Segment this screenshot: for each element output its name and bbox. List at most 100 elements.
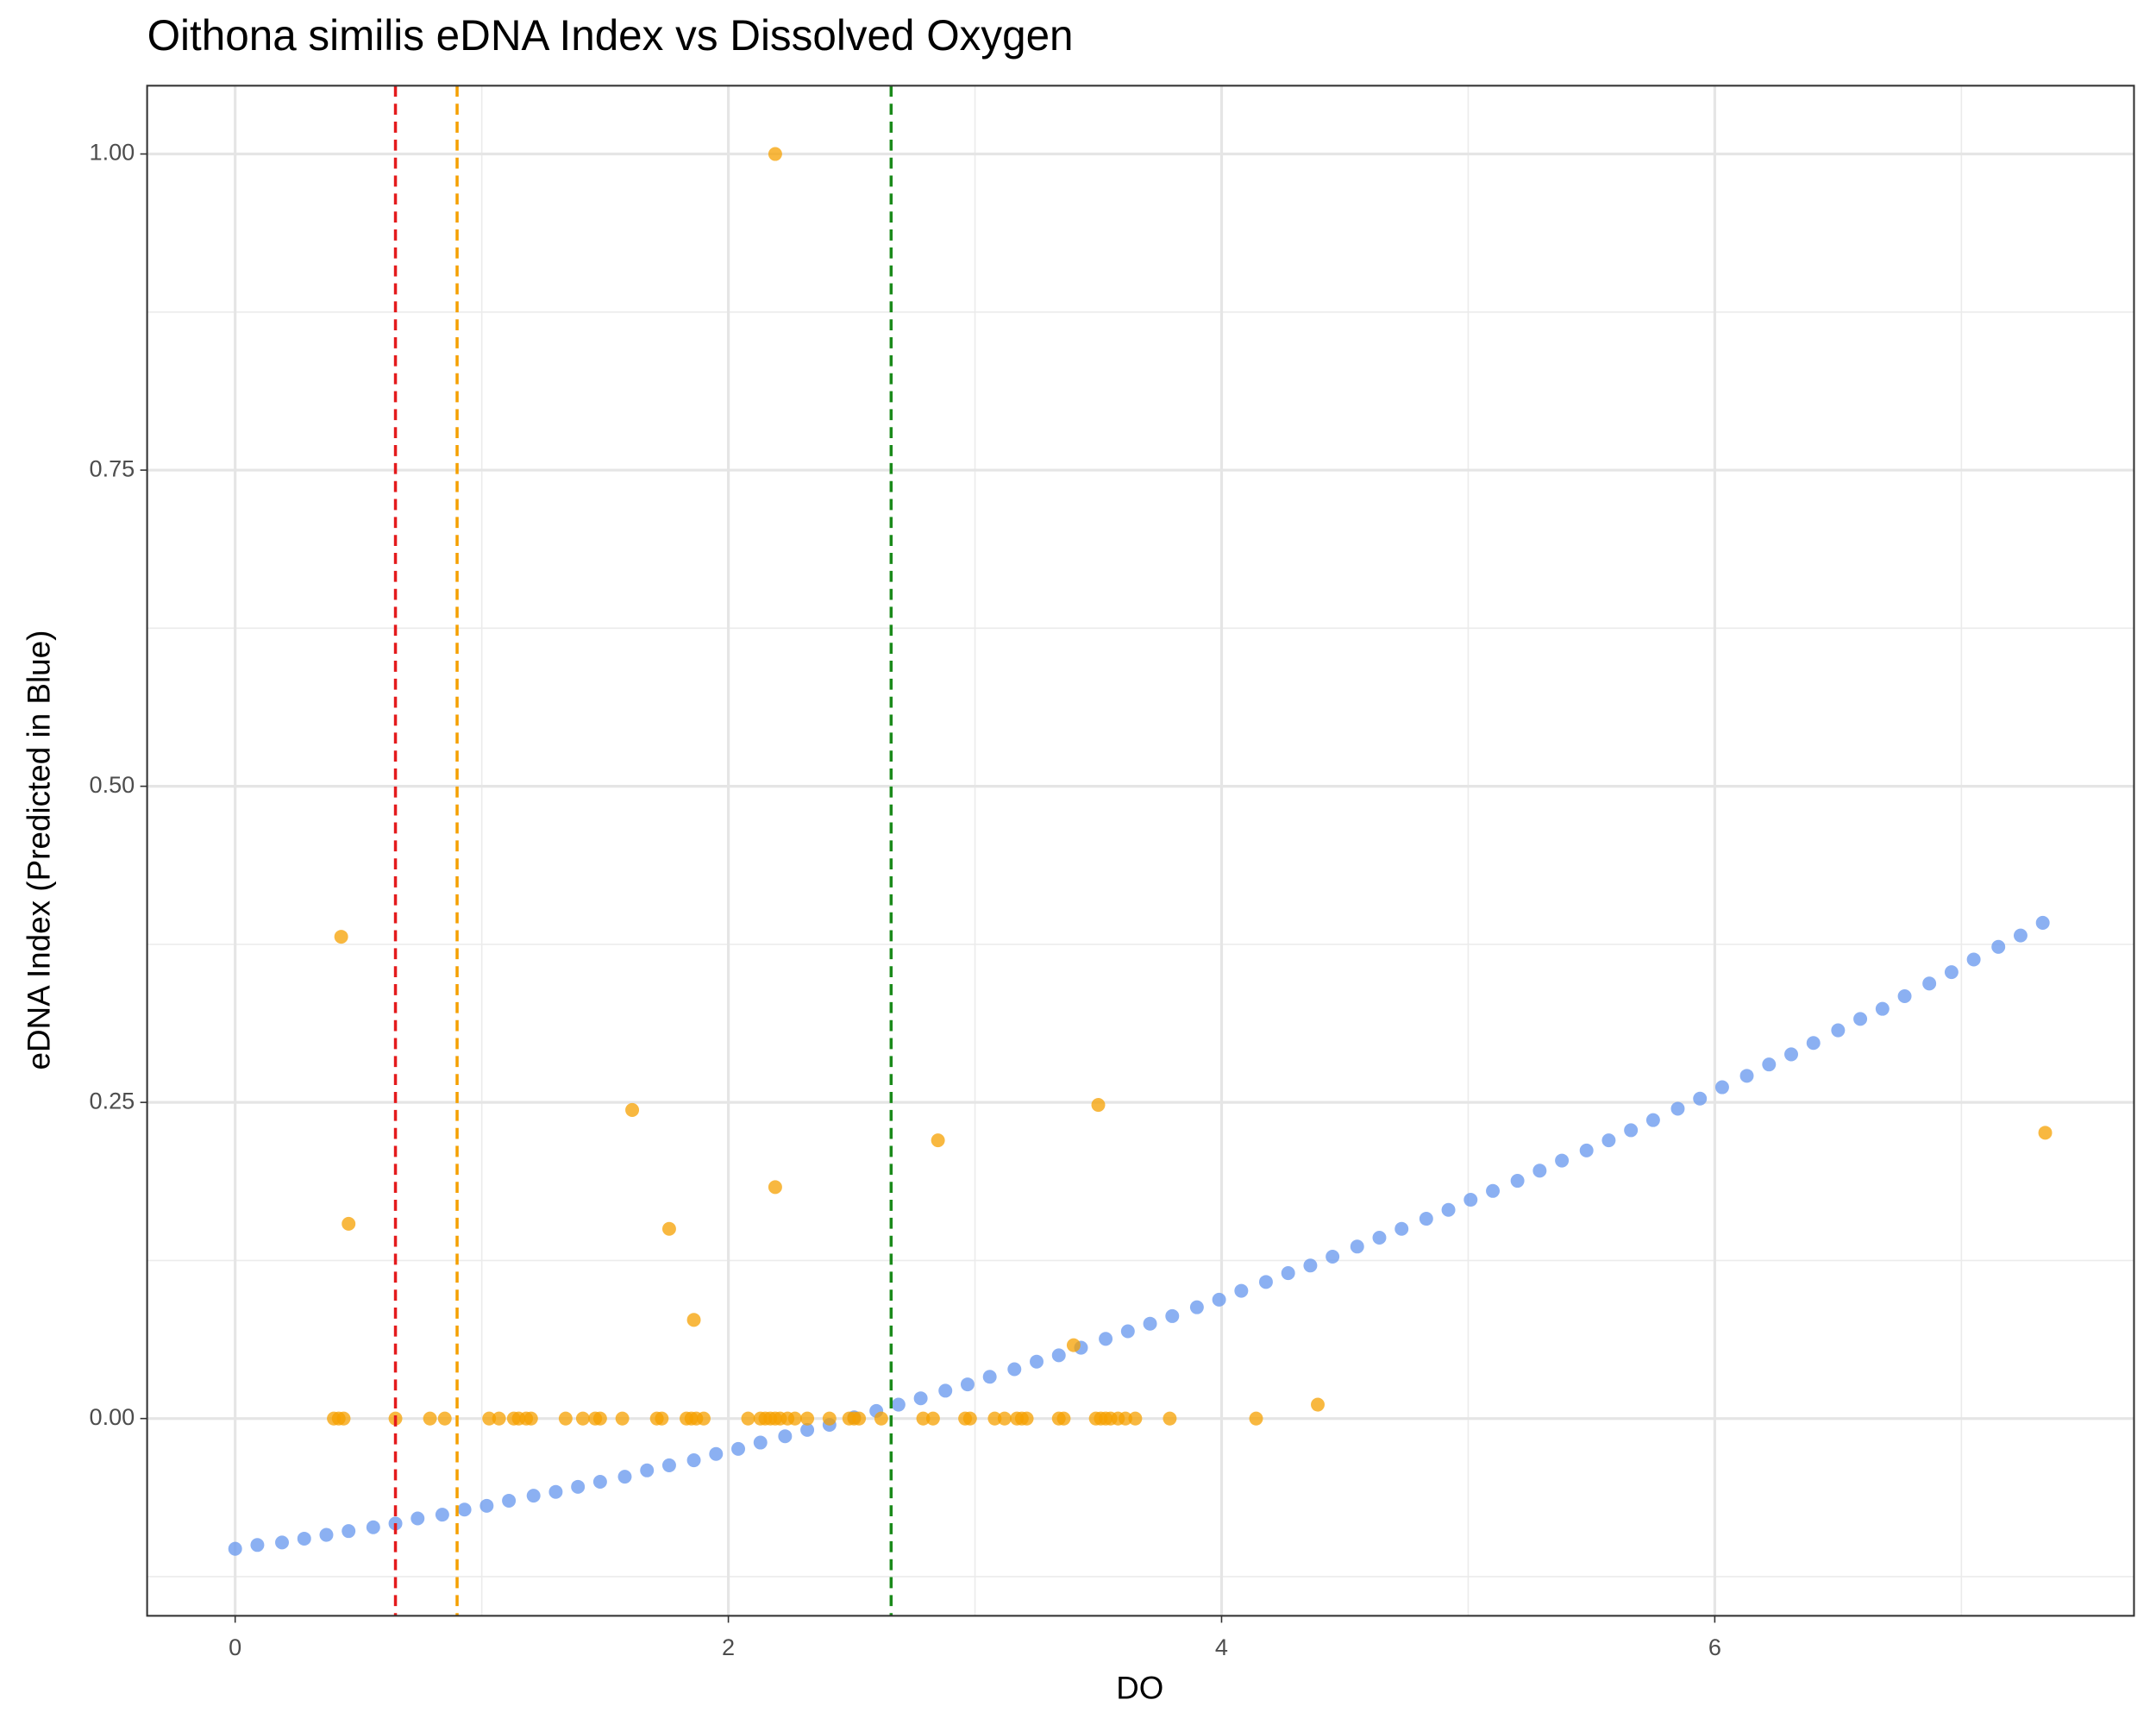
point <box>523 1411 538 1426</box>
point <box>731 1441 745 1456</box>
point <box>423 1411 437 1426</box>
point <box>1645 1113 1660 1127</box>
x-tick-label: 4 <box>1215 1634 1228 1660</box>
point <box>1372 1231 1387 1245</box>
y-tick-label: 0.25 <box>90 1087 135 1113</box>
point <box>1922 976 1937 991</box>
point <box>1762 1057 1777 1072</box>
point <box>686 1313 701 1327</box>
point <box>1853 1012 1868 1026</box>
point <box>1419 1212 1433 1226</box>
point <box>2038 1126 2053 1140</box>
point <box>457 1502 472 1517</box>
point <box>1311 1397 1325 1412</box>
point <box>697 1411 711 1426</box>
point <box>768 1180 782 1195</box>
point <box>1944 965 1959 980</box>
point <box>997 1411 1012 1426</box>
point <box>891 1397 906 1412</box>
point <box>319 1527 334 1542</box>
point <box>366 1520 380 1534</box>
point <box>1510 1174 1525 1189</box>
point <box>741 1411 755 1426</box>
point <box>2035 915 2050 930</box>
point <box>617 1470 632 1484</box>
point <box>275 1535 289 1550</box>
point <box>1212 1292 1226 1307</box>
point <box>822 1411 837 1426</box>
point <box>1875 1001 1890 1016</box>
point <box>686 1453 701 1468</box>
point <box>615 1411 630 1426</box>
point <box>1007 1362 1022 1377</box>
point <box>1030 1354 1044 1369</box>
point <box>1056 1411 1071 1426</box>
point <box>925 1411 940 1426</box>
point <box>1463 1193 1478 1208</box>
point <box>1831 1023 1846 1038</box>
point <box>931 1133 945 1148</box>
point <box>1784 1047 1798 1062</box>
point <box>1051 1348 1066 1363</box>
point <box>1670 1101 1685 1116</box>
point <box>1281 1266 1295 1281</box>
point <box>548 1484 563 1499</box>
point <box>502 1493 517 1508</box>
point <box>526 1489 541 1503</box>
point <box>1601 1133 1616 1148</box>
point <box>1624 1123 1639 1138</box>
chart-title: Oithona similis eDNA Index vs Dissolved … <box>147 11 1074 60</box>
point <box>709 1446 724 1461</box>
point <box>661 1458 676 1472</box>
point <box>962 1411 977 1426</box>
point <box>768 147 782 161</box>
point <box>1165 1308 1180 1323</box>
y-tick-label: 0.00 <box>90 1403 135 1430</box>
point <box>1441 1202 1456 1217</box>
x-tick-label: 6 <box>1708 1634 1721 1660</box>
y-tick-label: 0.50 <box>90 771 135 798</box>
x-tick-label: 0 <box>229 1634 241 1660</box>
point <box>1693 1091 1708 1106</box>
point <box>336 1411 351 1426</box>
point <box>1897 988 1912 1003</box>
point <box>982 1370 997 1384</box>
point <box>297 1531 311 1546</box>
point <box>1532 1164 1547 1178</box>
point <box>787 1411 802 1426</box>
point <box>1019 1411 1034 1426</box>
point <box>435 1508 449 1522</box>
y-axis-title: eDNA Index (Predicted in Blue) <box>22 630 57 1070</box>
point <box>250 1538 265 1552</box>
point <box>852 1411 867 1426</box>
point <box>1118 1411 1132 1426</box>
point <box>913 1391 928 1406</box>
point <box>1806 1036 1821 1051</box>
point <box>640 1463 655 1477</box>
point <box>2013 928 2028 943</box>
point <box>874 1411 888 1426</box>
x-tick-label: 2 <box>722 1634 735 1660</box>
point <box>960 1377 975 1392</box>
panel-border <box>146 85 2135 1617</box>
point <box>1258 1275 1273 1289</box>
point <box>625 1102 640 1117</box>
point <box>492 1411 506 1426</box>
point <box>592 1411 607 1426</box>
point <box>592 1474 607 1489</box>
point <box>1249 1411 1263 1426</box>
point <box>571 1479 586 1494</box>
point <box>1128 1411 1143 1426</box>
point <box>1066 1338 1081 1352</box>
point <box>938 1383 953 1398</box>
point <box>1739 1069 1754 1083</box>
point <box>1555 1153 1570 1168</box>
point <box>1303 1258 1318 1273</box>
point <box>661 1221 676 1236</box>
point <box>228 1541 242 1556</box>
point <box>987 1411 1002 1426</box>
point <box>916 1411 931 1426</box>
y-tick-label: 1.00 <box>90 139 135 166</box>
